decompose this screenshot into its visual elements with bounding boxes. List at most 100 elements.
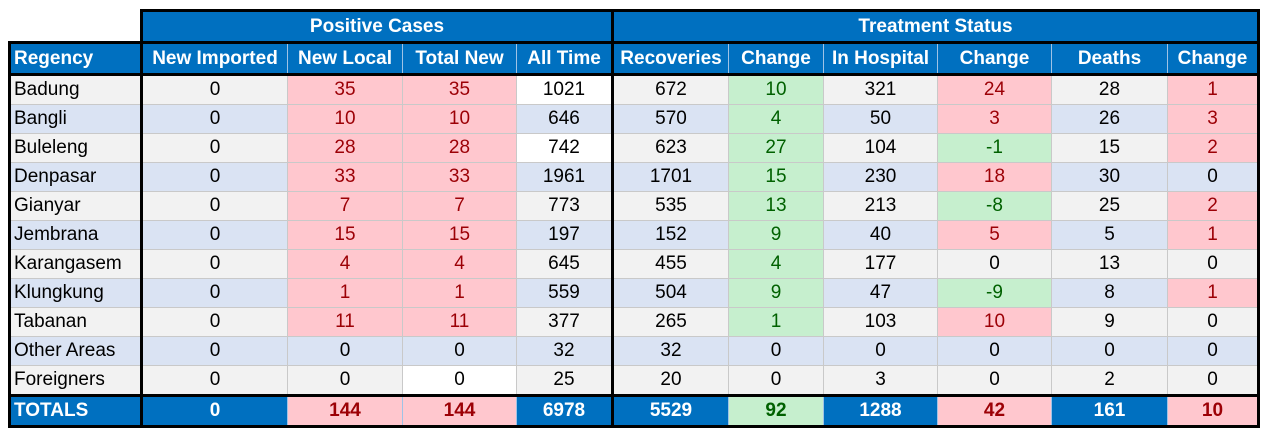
deaths-change-cell[interactable]: 0: [1167, 249, 1260, 279]
in-hospital-cell[interactable]: 0: [823, 336, 938, 366]
regency-cell[interactable]: Buleleng: [8, 133, 143, 163]
regency-cell[interactable]: Foreigners: [8, 365, 143, 397]
col-header-regency[interactable]: Regency: [8, 42, 143, 76]
new-local-cell[interactable]: 4: [287, 249, 403, 279]
recoveries-cell[interactable]: 455: [612, 249, 729, 279]
in-hospital-cell[interactable]: 40: [823, 220, 938, 250]
recoveries-cell[interactable]: 623: [612, 133, 729, 163]
col-header-deaths-change[interactable]: Change: [1167, 42, 1260, 76]
hospital-change-cell[interactable]: 18: [937, 162, 1052, 192]
regency-cell[interactable]: Gianyar: [8, 191, 143, 221]
deaths-cell[interactable]: 25: [1051, 191, 1168, 221]
col-header-recoveries[interactable]: Recoveries: [612, 42, 729, 76]
deaths-cell[interactable]: 5: [1051, 220, 1168, 250]
in-hospital-cell[interactable]: 50: [823, 104, 938, 134]
totals-deaths[interactable]: 161: [1051, 394, 1168, 428]
all-time-cell[interactable]: 25: [516, 365, 614, 397]
new-local-cell[interactable]: 7: [287, 191, 403, 221]
hospital-change-cell[interactable]: 0: [937, 365, 1052, 397]
recoveries-change-cell[interactable]: 9: [728, 220, 824, 250]
total-new-cell[interactable]: 35: [402, 74, 517, 105]
deaths-change-cell[interactable]: 0: [1167, 162, 1260, 192]
all-time-cell[interactable]: 197: [516, 220, 614, 250]
new-imported-cell[interactable]: 0: [141, 249, 288, 279]
deaths-cell[interactable]: 8: [1051, 278, 1168, 308]
recoveries-cell[interactable]: 1701: [612, 162, 729, 192]
totals-total-new[interactable]: 144: [402, 394, 517, 428]
new-local-cell[interactable]: 10: [287, 104, 403, 134]
total-new-cell[interactable]: 4: [402, 249, 517, 279]
all-time-cell[interactable]: 32: [516, 336, 614, 366]
regency-cell[interactable]: Jembrana: [8, 220, 143, 250]
all-time-cell[interactable]: 559: [516, 278, 614, 308]
deaths-cell[interactable]: 9: [1051, 307, 1168, 337]
new-imported-cell[interactable]: 0: [141, 162, 288, 192]
hospital-change-cell[interactable]: 0: [937, 336, 1052, 366]
regency-cell[interactable]: Bangli: [8, 104, 143, 134]
deaths-change-cell[interactable]: 0: [1167, 365, 1260, 397]
recoveries-change-cell[interactable]: 1: [728, 307, 824, 337]
recoveries-change-cell[interactable]: 13: [728, 191, 824, 221]
col-header-recoveries-change[interactable]: Change: [728, 42, 824, 76]
regency-cell[interactable]: Klungkung: [8, 278, 143, 308]
recoveries-change-cell[interactable]: 0: [728, 336, 824, 366]
col-header-hospital-change[interactable]: Change: [937, 42, 1052, 76]
col-header-new-imported[interactable]: New Imported: [141, 42, 288, 76]
new-local-cell[interactable]: 0: [287, 336, 403, 366]
recoveries-cell[interactable]: 152: [612, 220, 729, 250]
deaths-cell[interactable]: 30: [1051, 162, 1168, 192]
deaths-change-cell[interactable]: 2: [1167, 191, 1260, 221]
recoveries-cell[interactable]: 672: [612, 74, 729, 105]
recoveries-cell[interactable]: 535: [612, 191, 729, 221]
totals-recoveries[interactable]: 5529: [612, 394, 729, 428]
new-imported-cell[interactable]: 0: [141, 336, 288, 366]
new-imported-cell[interactable]: 0: [141, 278, 288, 308]
in-hospital-cell[interactable]: 47: [823, 278, 938, 308]
recoveries-change-cell[interactable]: 4: [728, 249, 824, 279]
totals-new-imported[interactable]: 0: [141, 394, 288, 428]
totals-new-local[interactable]: 144: [287, 394, 403, 428]
col-header-total-new[interactable]: Total New: [402, 42, 517, 76]
new-imported-cell[interactable]: 0: [141, 307, 288, 337]
new-local-cell[interactable]: 0: [287, 365, 403, 397]
new-local-cell[interactable]: 11: [287, 307, 403, 337]
in-hospital-cell[interactable]: 103: [823, 307, 938, 337]
recoveries-cell[interactable]: 504: [612, 278, 729, 308]
col-header-all-time[interactable]: All Time: [516, 42, 614, 76]
in-hospital-cell[interactable]: 213: [823, 191, 938, 221]
recoveries-change-cell[interactable]: 4: [728, 104, 824, 134]
new-local-cell[interactable]: 33: [287, 162, 403, 192]
totals-all-time[interactable]: 6978: [516, 394, 614, 428]
deaths-change-cell[interactable]: 2: [1167, 133, 1260, 163]
regency-cell[interactable]: Other Areas: [8, 336, 143, 366]
new-imported-cell[interactable]: 0: [141, 191, 288, 221]
total-new-cell[interactable]: 10: [402, 104, 517, 134]
recoveries-cell[interactable]: 20: [612, 365, 729, 397]
total-new-cell[interactable]: 1: [402, 278, 517, 308]
all-time-cell[interactable]: 1021: [516, 74, 614, 105]
deaths-change-cell[interactable]: 0: [1167, 336, 1260, 366]
recoveries-change-cell[interactable]: 10: [728, 74, 824, 105]
hospital-change-cell[interactable]: 5: [937, 220, 1052, 250]
totals-recoveries-change[interactable]: 92: [728, 394, 824, 428]
regency-cell[interactable]: Denpasar: [8, 162, 143, 192]
totals-label[interactable]: TOTALS: [8, 394, 143, 428]
deaths-change-cell[interactable]: 0: [1167, 307, 1260, 337]
all-time-cell[interactable]: 1961: [516, 162, 614, 192]
new-imported-cell[interactable]: 0: [141, 74, 288, 105]
new-imported-cell[interactable]: 0: [141, 220, 288, 250]
total-new-cell[interactable]: 33: [402, 162, 517, 192]
recoveries-change-cell[interactable]: 0: [728, 365, 824, 397]
hospital-change-cell[interactable]: 3: [937, 104, 1052, 134]
in-hospital-cell[interactable]: 177: [823, 249, 938, 279]
recoveries-change-cell[interactable]: 9: [728, 278, 824, 308]
all-time-cell[interactable]: 773: [516, 191, 614, 221]
totals-hospital-change[interactable]: 42: [937, 394, 1052, 428]
recoveries-cell[interactable]: 570: [612, 104, 729, 134]
new-local-cell[interactable]: 35: [287, 74, 403, 105]
col-header-new-local[interactable]: New Local: [287, 42, 403, 76]
hospital-change-cell[interactable]: 10: [937, 307, 1052, 337]
in-hospital-cell[interactable]: 230: [823, 162, 938, 192]
deaths-cell[interactable]: 15: [1051, 133, 1168, 163]
new-local-cell[interactable]: 28: [287, 133, 403, 163]
